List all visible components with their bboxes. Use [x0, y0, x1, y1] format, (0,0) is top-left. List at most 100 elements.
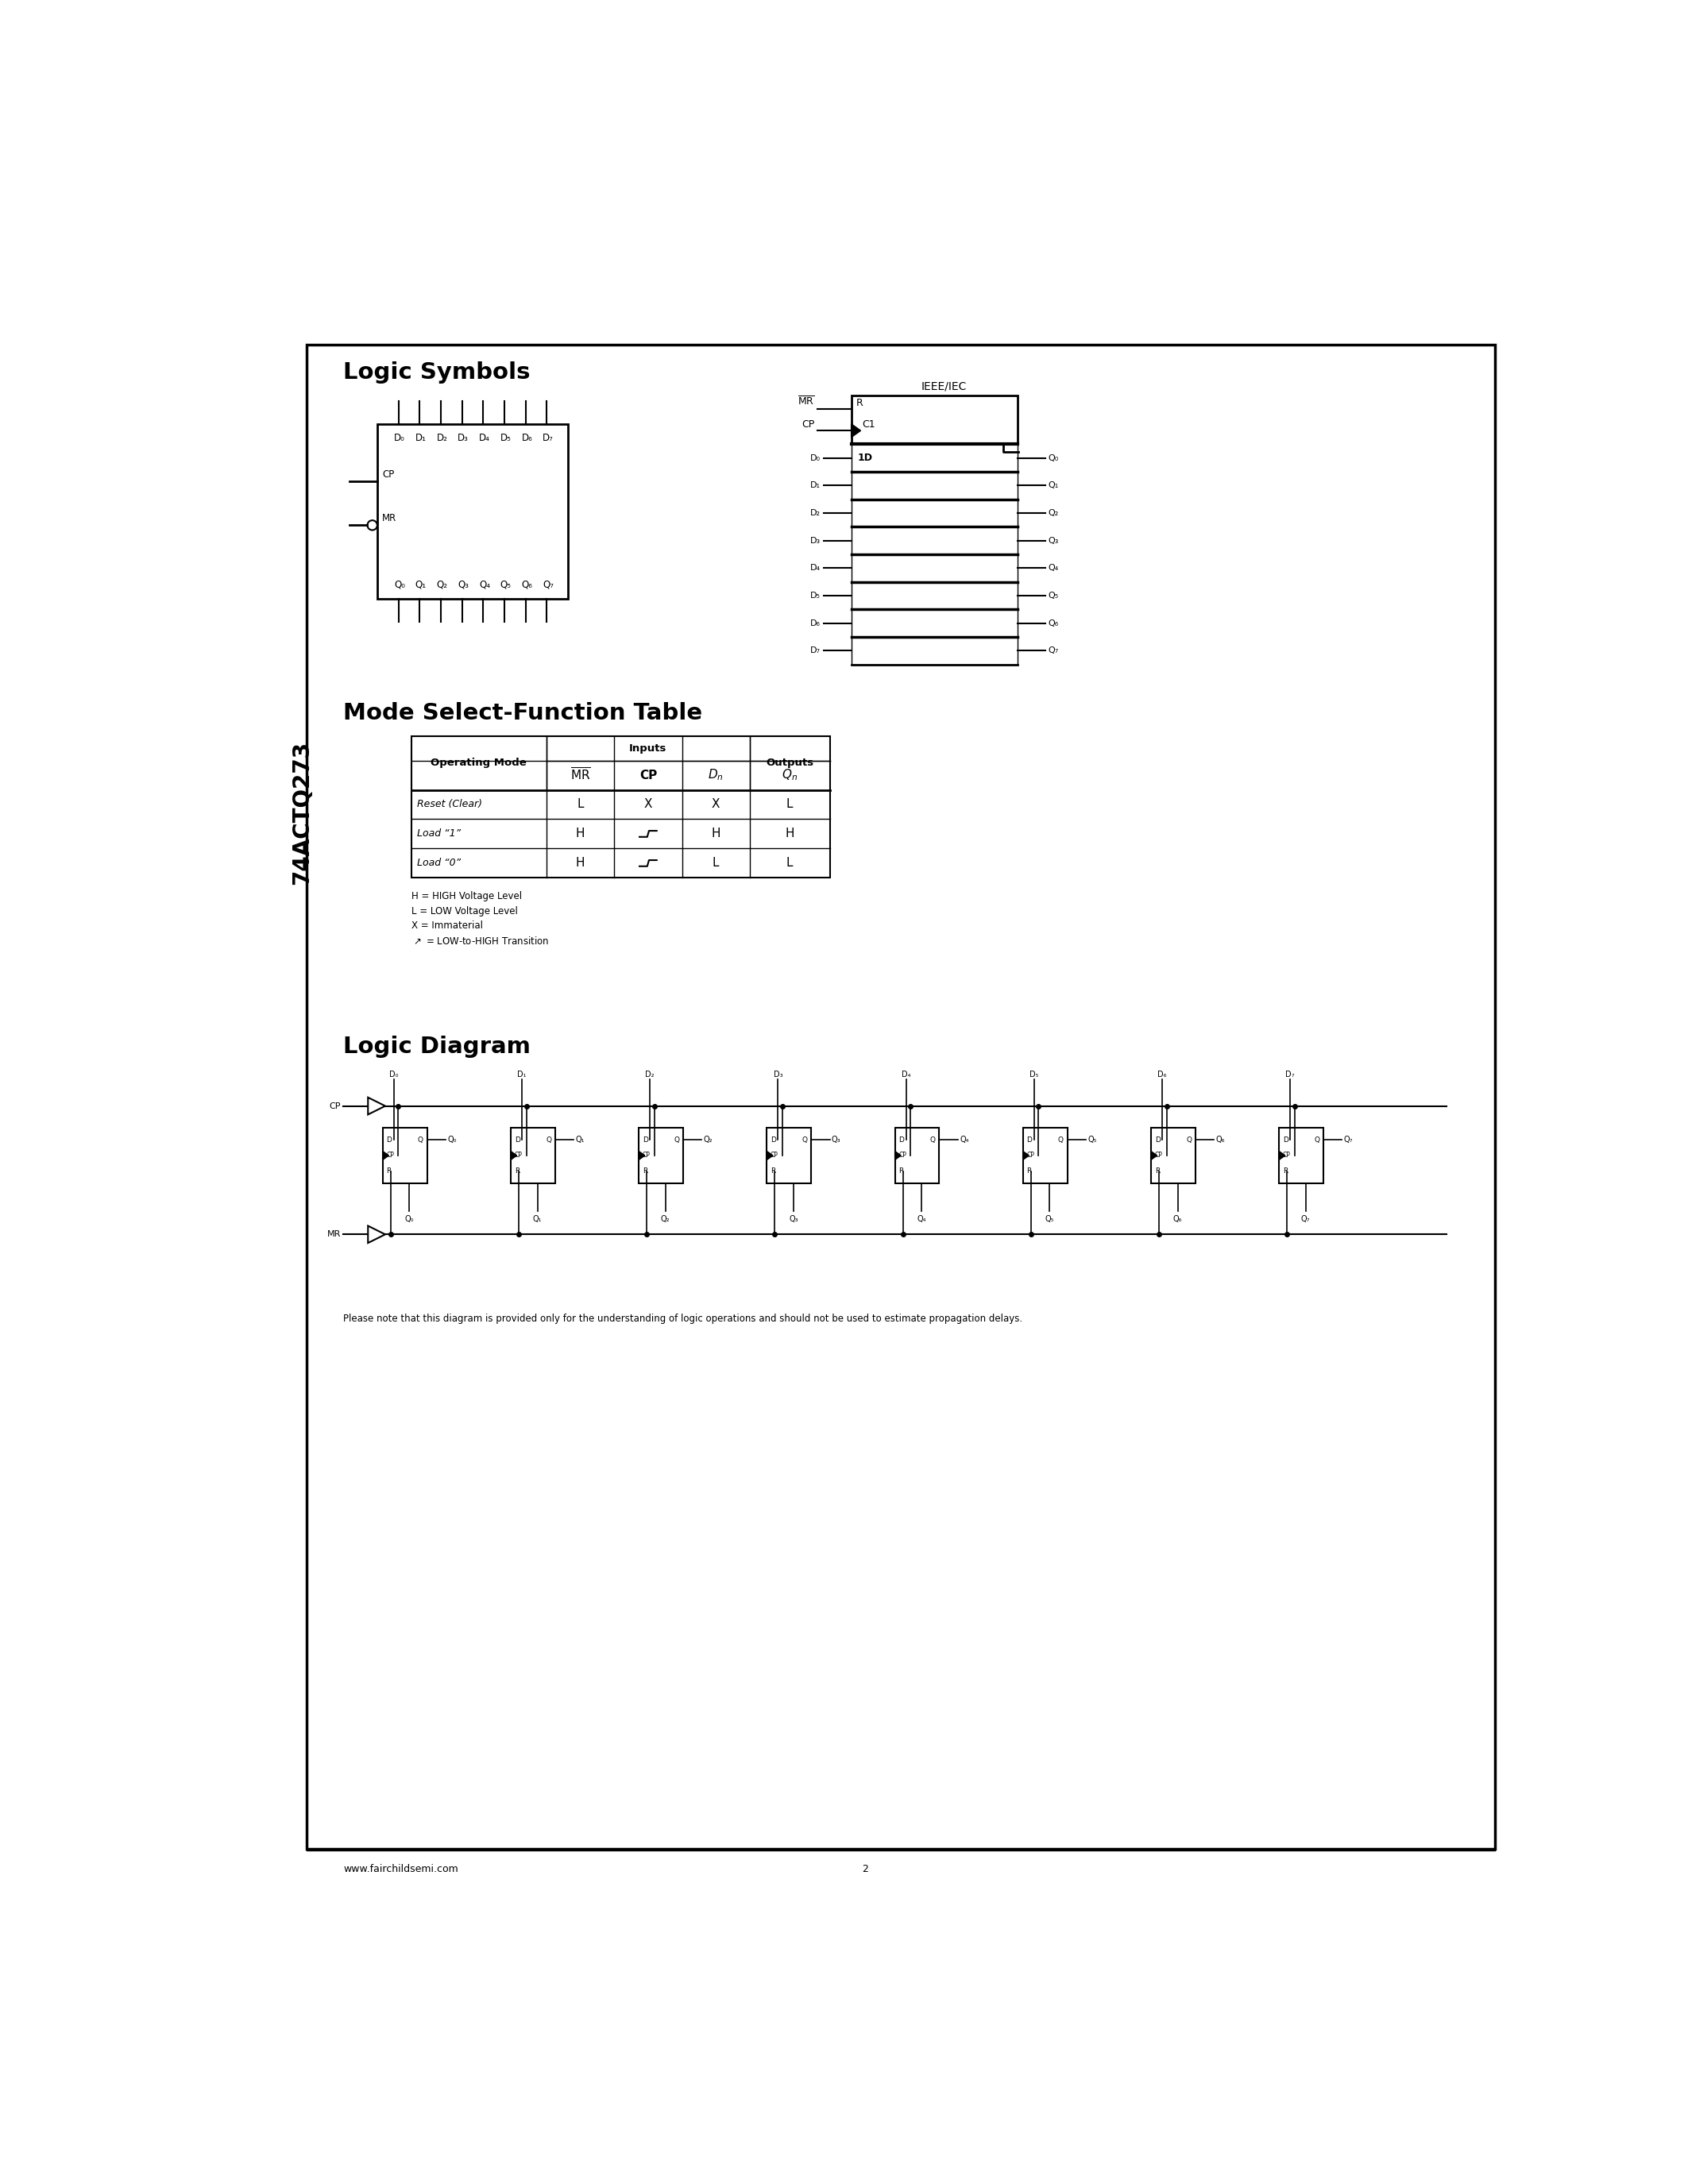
Text: CP: CP [381, 470, 395, 480]
Text: D₇: D₇ [810, 646, 820, 655]
Text: X: X [643, 799, 652, 810]
Bar [766, 1127, 812, 1184]
Text: www.fairchildsemi.com: www.fairchildsemi.com [343, 1865, 459, 1874]
Text: Q₀: Q₀ [405, 1216, 414, 1223]
Bar [851, 609, 1018, 638]
Text: L = LOW Voltage Level: L = LOW Voltage Level [412, 906, 518, 917]
Text: H: H [785, 828, 795, 841]
Text: $\overline{\mathrm{MR}}$: $\overline{\mathrm{MR}}$ [797, 395, 814, 408]
Bar [1023, 1127, 1067, 1184]
Text: R: R [387, 1168, 392, 1175]
Text: H: H [576, 858, 586, 869]
Text: Q₅: Q₅ [500, 579, 511, 590]
Text: Q₄: Q₄ [479, 579, 490, 590]
Text: D₄: D₄ [810, 563, 820, 572]
Text: Q₇: Q₇ [1344, 1136, 1352, 1144]
Text: Q₄: Q₄ [959, 1136, 969, 1144]
Text: D: D [643, 1136, 648, 1144]
Text: Q: Q [802, 1136, 807, 1144]
Text: D₇: D₇ [542, 432, 554, 443]
Text: D₁: D₁ [415, 432, 427, 443]
Text: Q₂: Q₂ [662, 1216, 670, 1223]
Circle shape [368, 520, 376, 531]
Text: Please note that this diagram is provided only for the understanding of logic op: Please note that this diagram is provide… [343, 1315, 1023, 1324]
Text: Q₅: Q₅ [1045, 1216, 1053, 1223]
Text: D₀: D₀ [810, 454, 820, 463]
Text: D₁: D₁ [517, 1070, 527, 1079]
Text: Q₃: Q₃ [788, 1216, 798, 1223]
Text: Q₂: Q₂ [704, 1136, 712, 1144]
Bar [895, 1127, 939, 1184]
Text: Q₆: Q₆ [1173, 1216, 1182, 1223]
Text: D₆: D₆ [810, 620, 820, 627]
Bar [511, 1127, 555, 1184]
Text: D: D [898, 1136, 905, 1144]
Text: D₄: D₄ [479, 432, 490, 443]
Text: D₀: D₀ [395, 432, 405, 443]
Text: L: L [787, 858, 793, 869]
Text: Reset (Clear): Reset (Clear) [417, 799, 483, 810]
Polygon shape [1151, 1151, 1156, 1160]
Text: D₄: D₄ [901, 1070, 910, 1079]
Text: R: R [1283, 1168, 1288, 1175]
Text: Q₇: Q₇ [1301, 1216, 1310, 1223]
Text: Q: Q [1315, 1136, 1320, 1144]
Text: CP: CP [643, 1151, 650, 1160]
Text: $\overline{\mathrm{MR}}$: $\overline{\mathrm{MR}}$ [571, 767, 591, 784]
Text: D₃: D₃ [457, 432, 469, 443]
Bar [851, 638, 1018, 664]
Text: R: R [643, 1168, 648, 1175]
Text: CP: CP [898, 1151, 906, 1160]
Text: Q₀: Q₀ [447, 1136, 456, 1144]
Text: D₂: D₂ [437, 432, 447, 443]
Text: CP: CP [1283, 1151, 1291, 1160]
Text: Load “1”: Load “1” [417, 828, 461, 839]
Text: D₂: D₂ [645, 1070, 655, 1079]
Text: Q₆: Q₆ [522, 579, 532, 590]
Text: Q₄: Q₄ [1048, 563, 1058, 572]
Text: D₆: D₆ [1158, 1070, 1166, 1079]
Text: Q₄: Q₄ [917, 1216, 927, 1223]
Text: D: D [1155, 1136, 1160, 1144]
Text: D: D [515, 1136, 520, 1144]
Text: Logic Diagram: Logic Diagram [343, 1035, 530, 1057]
Text: D₇: D₇ [1286, 1070, 1295, 1079]
Text: Q₀: Q₀ [393, 579, 405, 590]
Bar [307, 345, 1494, 1850]
Text: Q₆: Q₆ [1215, 1136, 1225, 1144]
Text: Inputs: Inputs [630, 743, 667, 753]
Text: $D_n$: $D_n$ [707, 769, 724, 782]
Text: Q: Q [930, 1136, 935, 1144]
Text: D₆: D₆ [522, 432, 532, 443]
Text: Q₂: Q₂ [437, 579, 447, 590]
Polygon shape [383, 1151, 388, 1160]
Text: D₂: D₂ [810, 509, 820, 518]
Text: D: D [771, 1136, 776, 1144]
Text: D₅: D₅ [1030, 1070, 1038, 1079]
Text: Q: Q [1058, 1136, 1063, 1144]
Text: L: L [787, 799, 793, 810]
Text: Q₃: Q₃ [457, 579, 469, 590]
Text: Mode Select-Function Table: Mode Select-Function Table [343, 703, 702, 725]
Text: H: H [711, 828, 721, 841]
Text: R: R [1026, 1168, 1031, 1175]
Text: D₀: D₀ [390, 1070, 398, 1079]
Polygon shape [368, 1096, 385, 1114]
Polygon shape [1280, 1151, 1285, 1160]
Text: Q₁: Q₁ [576, 1136, 584, 1144]
Text: Q₁: Q₁ [533, 1216, 542, 1223]
Text: Q₆: Q₆ [1048, 620, 1058, 627]
Polygon shape [368, 1225, 385, 1243]
Text: Logic Symbols: Logic Symbols [343, 360, 530, 384]
Text: R: R [1155, 1168, 1160, 1175]
Text: CP: CP [802, 419, 814, 430]
Bar [376, 424, 569, 598]
Text: 1D: 1D [858, 452, 873, 463]
Text: CP: CP [771, 1151, 778, 1160]
Text: Q₅: Q₅ [1048, 592, 1058, 601]
Text: Q: Q [1187, 1136, 1192, 1144]
Text: $Q_n$: $Q_n$ [782, 769, 798, 782]
Text: Q₃: Q₃ [832, 1136, 841, 1144]
Text: Outputs: Outputs [766, 758, 814, 769]
Text: L: L [577, 799, 584, 810]
